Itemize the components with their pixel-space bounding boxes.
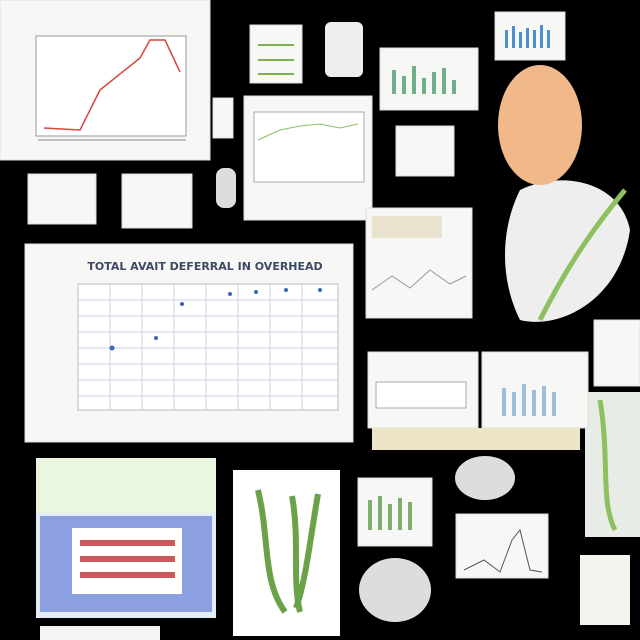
spreadsheet-card [36, 458, 216, 618]
plant-illustration [233, 65, 640, 636]
main-title: TOTAL AVAIT DEFERRAL IN OVERHEAD [87, 260, 322, 273]
line-chart-card [0, 0, 211, 161]
main-chart-card: TOTAL AVAIT DEFERRAL IN OVERHEAD [24, 243, 354, 443]
right-cards [40, 319, 640, 640]
small-cards [27, 11, 566, 319]
